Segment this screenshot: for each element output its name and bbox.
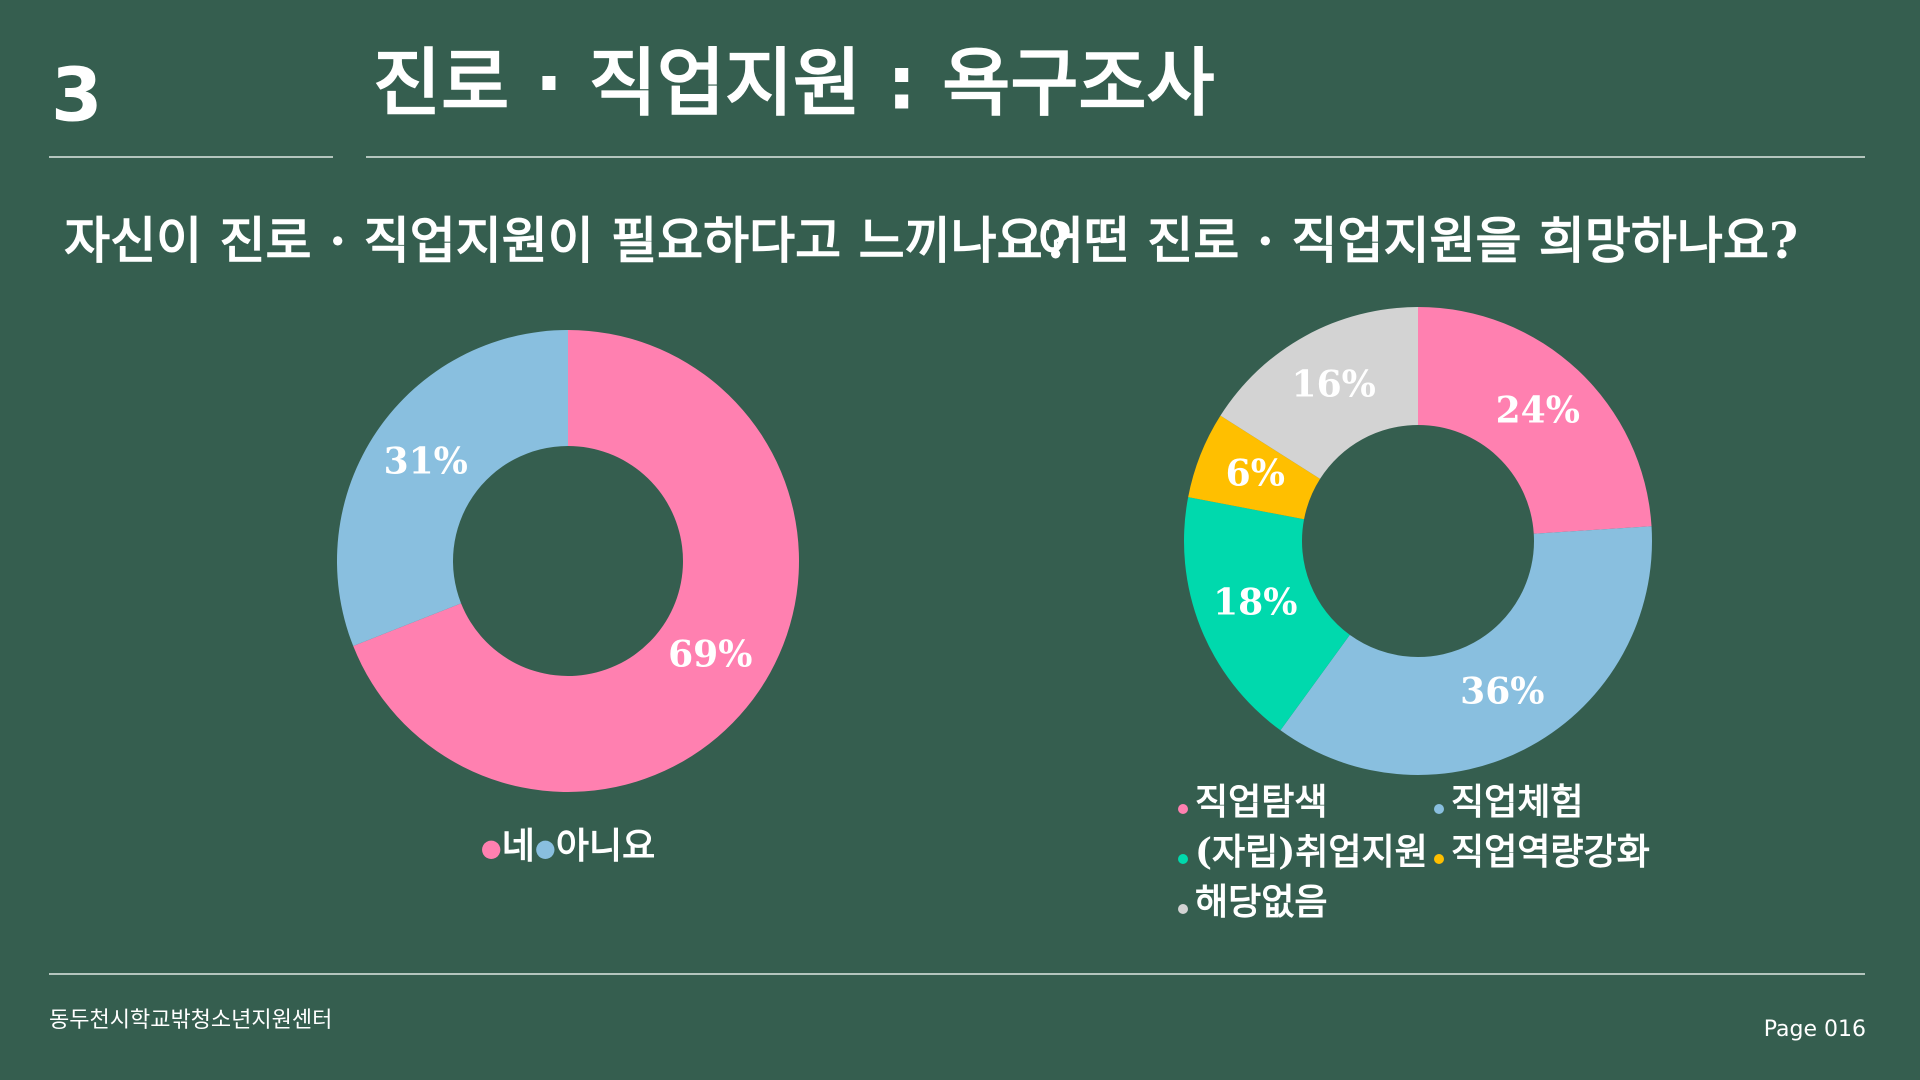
donut-slice	[1418, 307, 1652, 534]
footer-organization: 동두천시학교밖청소년지원센터	[49, 1008, 332, 1033]
data-label: 6%	[1226, 453, 1285, 495]
donut-slice	[1184, 497, 1350, 731]
legend-label: 네	[502, 825, 535, 867]
section-number: 3	[51, 53, 103, 139]
legend-label: 직업탐색	[1195, 781, 1327, 823]
data-label: 18%	[1213, 581, 1297, 623]
data-label: 31%	[384, 440, 468, 482]
legend-marker: ●	[535, 833, 556, 862]
legend-label: 아니요	[556, 825, 655, 867]
donut-slice	[1188, 415, 1321, 520]
legend: ●네●아니요	[481, 825, 655, 867]
data-label: 36%	[1460, 670, 1544, 712]
chart-title: 자신이 진로 · 직업지원이 필요하다고 느끼나요?	[64, 211, 1072, 270]
data-label: 24%	[1496, 389, 1580, 431]
chart-title: 어떤 진로 · 직업지원을 희망하나요?	[1038, 211, 1798, 270]
legend-label: 해당없음	[1195, 881, 1327, 923]
donut-slice	[1280, 526, 1652, 775]
legend-label: (자립)취업지원	[1195, 831, 1428, 873]
legend-label: 직업체험	[1451, 781, 1583, 823]
page-number: Page 016	[1764, 1017, 1866, 1042]
slide-title: 진로 · 직업지원 : 욕구조사	[373, 41, 1215, 127]
donut-slice	[353, 330, 799, 793]
legend-marker: ●	[481, 833, 502, 862]
legend-marker	[1434, 854, 1444, 864]
legend-marker	[1178, 804, 1188, 814]
legend-label: 직업역량강화	[1451, 831, 1650, 873]
data-label: 69%	[668, 634, 752, 676]
donut-slice	[336, 330, 568, 647]
legend-marker	[1178, 854, 1188, 864]
donut-slice	[1220, 307, 1418, 479]
legend-marker	[1434, 804, 1444, 814]
legend-marker	[1178, 904, 1188, 914]
data-label: 16%	[1292, 364, 1376, 406]
